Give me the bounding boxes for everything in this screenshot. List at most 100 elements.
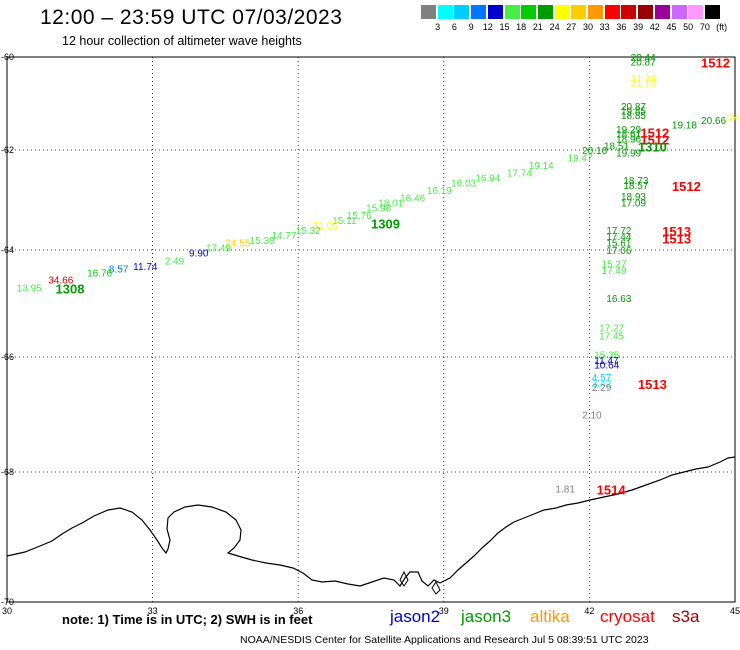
y-tick-label: -60 [1,52,14,62]
legend-swatch [521,5,537,19]
wave-height-label: 18.61 [616,130,641,141]
wave-height-label: 20.87 [631,58,656,69]
wave-height-label: 17.27 [599,324,624,335]
wave-height-label: 15.35 [594,350,619,361]
wave-height-label: 15.38 [250,236,275,247]
wave-height-label: 17.06 [606,246,631,257]
wave-height-label: 19.14 [529,161,554,172]
legend-swatch [654,5,670,19]
legend-swatch [454,5,470,19]
pass-id-label: 1514 [597,482,627,497]
grid-lines [7,57,735,602]
wave-height-label: 17.74 [507,169,532,180]
wave-height-label: 8.57 [109,265,129,276]
wave-height-label: 20.87 [621,102,646,113]
legend-label: 27 [566,22,577,32]
legend-label: 39 [633,22,644,32]
wave-height-label: 15.32 [296,226,321,237]
footer-note: note: 1) Time is in UTC; 2) SWH is in fe… [62,612,313,627]
wave-height-label: 3.42 [592,379,612,390]
wave-height-label: 16.76 [87,268,112,279]
legend-label: 3 [435,22,441,32]
wave-height-label: 1.81 [555,484,575,495]
y-tick-label: -64 [1,245,14,255]
wave-height-label: 20.16 [582,146,607,157]
wave-height-label: 11.74 [133,262,158,273]
wave-height-label: 15.11 [332,216,357,227]
wave-height-label: 16.46 [400,194,425,205]
wave-height-label: 24.55 [225,239,250,250]
wave-height-label: 15.76 [347,211,372,222]
wave-height-label: 34.66 [48,275,73,286]
wave-height-label: 2.29 [592,383,612,394]
legend-label: 70 [699,22,710,32]
legend-swatch [571,5,587,19]
wave-height-label: 16.03 [451,179,476,190]
wave-height-label: 20.44 [631,53,656,64]
map-frame [6,56,736,603]
y-tick-label: -62 [1,145,14,155]
wave-height-label: 18.57 [623,181,648,192]
pass-id-label: 1513 [662,232,691,247]
wave-height-label: 19.85 [621,106,646,117]
pass-id-label: 1310 [638,139,667,154]
wave-height-label: 17.49 [206,244,231,255]
wave-height-label: 17.45 [599,332,624,343]
legend-unit: (ft) [716,22,728,32]
wave-height-label: 18.85 [621,111,646,122]
pass-id-label: 1512 [701,56,730,71]
legend-label: 42 [649,22,660,32]
coastline [6,456,736,587]
wave-height-label: 15.61 [606,239,631,250]
legend-swatch [688,5,704,19]
wave-height-label: 4.57 [592,373,612,384]
legend-swatch [554,5,570,19]
wave-height-label: 18.93 [621,192,646,203]
satellite-label: altika [530,607,570,626]
wave-height-label: 15.98 [366,204,391,215]
satellite-label: cryosat [600,607,655,626]
legend-label: 45 [666,22,677,32]
legend-swatch [421,5,436,19]
wave-height-label: 16.19 [427,186,452,197]
legend-label: 9 [468,22,474,32]
satellite-label: jason2 [390,607,441,626]
pass-id-label: 1512 [672,179,701,194]
legend-label: 15 [499,22,510,32]
legend-label: 36 [616,22,627,32]
legend-label: 33 [599,22,610,32]
credit-line: NOAA/NESDIS Center for Satellite Applica… [240,634,649,646]
wave-height-label: 17.49 [602,266,627,277]
wave-height-label: 18.73 [623,176,648,187]
x-tick-label: 39 [439,606,449,616]
wave-height-label: 19.47 [568,154,593,165]
legend-swatch [504,5,520,19]
legend-swatch [537,5,553,19]
wave-height-label: 18.51 [604,141,629,152]
pass-id-label: 1513 [662,224,691,239]
legend-swatch [704,5,720,19]
map-subtitle: 12 hour collection of altimeter wave hei… [62,34,302,48]
legend-label: 6 [451,22,457,32]
x-tick-label: 36 [293,606,303,616]
legend-swatch [437,5,453,19]
y-tick-label: -66 [1,352,14,362]
wave-height-label: 2.10 [582,411,602,422]
wave-height-label: 11.47 [594,356,619,367]
x-tick-label: 42 [584,606,594,616]
pass-id-label: 1513 [638,377,667,392]
wave-height-label: 2.49 [165,257,185,268]
wave-height-label: 21.10 [631,79,656,90]
legend-swatch [487,5,503,19]
legend-swatch [471,5,487,19]
axis-ticks: 30 33 36 39 42 45 -60 -62 -64 -66 -68 -70 [1,52,740,616]
x-tick-label: 33 [148,606,158,616]
map-title: 12:00 – 23:59 UTC 07/03/2023 [40,6,343,29]
legend-label: 50 [683,22,694,32]
satellite-label: jason3 [461,607,512,626]
legend-label: 12 [482,22,493,32]
wave-height-label: 13.95 [17,283,42,294]
legend-swatch [671,5,687,19]
